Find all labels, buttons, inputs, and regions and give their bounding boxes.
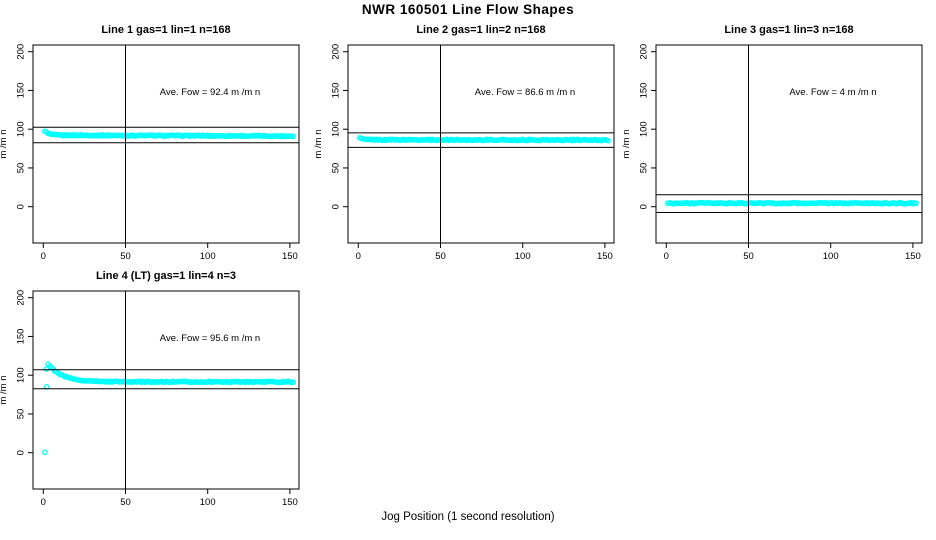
data-point bbox=[913, 200, 920, 207]
x-tick-label: 50 bbox=[120, 251, 131, 262]
subplot-title: Line 2 gas=1 lin=2 n=168 bbox=[416, 24, 545, 36]
y-tick-label: 150 bbox=[16, 329, 27, 345]
data-point bbox=[290, 133, 297, 140]
y-tick-label: 200 bbox=[16, 44, 27, 60]
subplot-svg: Line 3 gas=1 lin=3 n=168 0 50 100 150 200 0 50 1… bbox=[621, 24, 923, 262]
data-series bbox=[42, 128, 297, 140]
x-tick-label: 0 bbox=[41, 251, 46, 262]
data-point bbox=[43, 366, 50, 372]
subplot-svg: Line 2 gas=1 lin=2 n=168 0 50 100 150 200 0 50 1… bbox=[313, 24, 615, 262]
data-series bbox=[357, 135, 612, 144]
y-tick-label: 200 bbox=[639, 44, 650, 60]
y-tick-label: 100 bbox=[16, 121, 27, 137]
main-title: NWR 160501 Line Flow Shapes bbox=[361, 2, 575, 17]
x-tick-label: 0 bbox=[356, 251, 361, 262]
y-tick-label: 150 bbox=[331, 83, 342, 99]
y-axis-title: m /m n bbox=[313, 129, 324, 158]
subplot-svg: Line 1 gas=1 lin=1 n=168 0 50 100 150 200 0 50 1… bbox=[0, 24, 300, 262]
y-axis-title: m /m n bbox=[0, 375, 9, 404]
y-axis-title: m /m n bbox=[621, 129, 632, 158]
x-tick-label: 50 bbox=[435, 251, 446, 262]
y-tick-label: 0 bbox=[331, 204, 342, 209]
x-tick-label: 50 bbox=[120, 497, 131, 508]
data-point bbox=[605, 137, 612, 144]
subplot-svg: Line 4 (LT) gas=1 lin=4 n=3 0 50 100 150 200 0… bbox=[0, 270, 300, 508]
subplot-line-2: Line 2 gas=1 lin=2 n=168 0 50 100 150 200 0 50 1… bbox=[308, 13, 620, 265]
avg-flow-annotation: Ave. Fow = 92.4 m /m n bbox=[160, 87, 260, 98]
subplot-line-3: Line 3 gas=1 lin=3 n=168 0 50 100 150 200 0 50 1… bbox=[616, 13, 928, 265]
y-tick-label: 0 bbox=[16, 450, 27, 455]
y-tick-label: 200 bbox=[331, 44, 342, 60]
plot-box bbox=[32, 290, 300, 490]
subplot-line-1: Line 1 gas=1 lin=1 n=168 0 50 100 150 200 0 50 1… bbox=[0, 13, 305, 265]
x-tick-label: 100 bbox=[823, 251, 839, 262]
avg-flow-annotation: Ave. Fow = 4 m /m n bbox=[789, 87, 876, 98]
y-tick-label: 200 bbox=[16, 290, 27, 306]
x-tick-label: 50 bbox=[743, 251, 754, 262]
subplot-title: Line 3 gas=1 lin=3 n=168 bbox=[724, 24, 853, 36]
y-tick-label: 50 bbox=[331, 163, 342, 174]
y-tick-label: 50 bbox=[16, 163, 27, 174]
y-tick-label: 100 bbox=[16, 367, 27, 383]
y-tick-label: 0 bbox=[16, 204, 27, 209]
x-tick-label: 0 bbox=[41, 497, 46, 508]
y-tick-label: 50 bbox=[16, 409, 27, 420]
data-point bbox=[42, 449, 48, 456]
y-tick-label: 50 bbox=[639, 163, 650, 174]
subplot-line-4: Line 4 (LT) gas=1 lin=4 n=3 0 50 100 150 200 0… bbox=[0, 259, 305, 511]
data-series bbox=[665, 199, 920, 207]
data-point bbox=[290, 379, 297, 386]
x-tick-label: 150 bbox=[597, 251, 613, 262]
x-tick-label: 100 bbox=[200, 251, 216, 262]
x-tick-label: 150 bbox=[282, 251, 298, 262]
y-tick-label: 100 bbox=[639, 121, 650, 137]
x-tick-label: 100 bbox=[515, 251, 531, 262]
y-tick-label: 150 bbox=[16, 83, 27, 99]
x-tick-label: 0 bbox=[664, 251, 669, 262]
avg-flow-annotation: Ave. Fow = 86.6 m /m n bbox=[475, 87, 575, 98]
y-tick-label: 100 bbox=[331, 121, 342, 137]
avg-flow-annotation: Ave. Fow = 95.6 m /m n bbox=[160, 333, 260, 344]
plot-box bbox=[655, 44, 923, 244]
y-tick-label: 0 bbox=[639, 204, 650, 209]
x-tick-label: 100 bbox=[200, 497, 216, 508]
x-tick-label: 150 bbox=[905, 251, 921, 262]
y-axis-title: m /m n bbox=[0, 129, 9, 158]
subplot-title: Line 1 gas=1 lin=1 n=168 bbox=[101, 24, 230, 36]
plot-box bbox=[347, 44, 615, 244]
plot-box bbox=[32, 44, 300, 244]
y-tick-label: 150 bbox=[639, 83, 650, 99]
x-axis-label: Jog Position (1 second resolution) bbox=[381, 511, 555, 523]
data-series bbox=[42, 361, 297, 456]
x-tick-label: 150 bbox=[282, 497, 298, 508]
subplot-title: Line 4 (LT) gas=1 lin=4 n=3 bbox=[96, 270, 236, 282]
